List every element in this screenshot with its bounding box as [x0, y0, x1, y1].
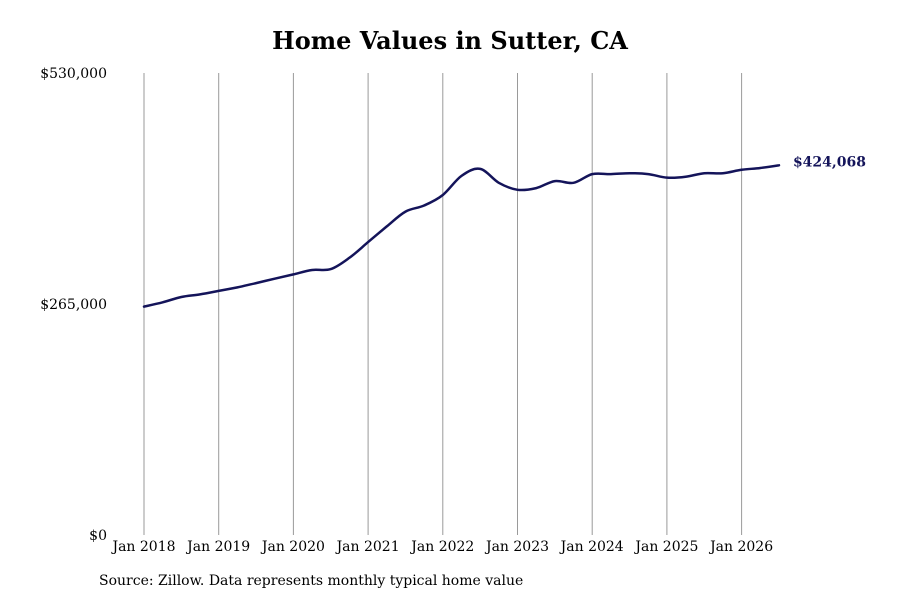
y-tick-label: $265,000: [40, 297, 107, 313]
end-value-label: $424,068: [793, 154, 866, 170]
x-tick-label: Jan 2025: [633, 539, 698, 555]
y-tick-label: $0: [89, 528, 107, 544]
series-layer: [142, 164, 781, 308]
x-tick-label: Jan 2026: [708, 539, 773, 555]
grid-lines: [143, 73, 743, 535]
x-tick-label: Jan 2021: [335, 539, 400, 555]
x-tick-label: Jan 2024: [559, 539, 624, 555]
x-tick-label: Jan 2018: [110, 539, 175, 555]
chart-source-note: Source: Zillow. Data represents monthly …: [99, 573, 524, 589]
x-tick-label: Jan 2022: [409, 539, 474, 555]
chart-title: Home Values in Sutter, CA: [272, 26, 628, 55]
x-tick-label: Jan 2023: [484, 539, 549, 555]
x-tick-label: Jan 2020: [260, 539, 325, 555]
series-line: [142, 164, 781, 308]
x-tick-label: Jan 2019: [185, 539, 250, 555]
axis-labels: Jan 2018 Jan 2019 Jan 2020 Jan 2021 Jan 2022…: [40, 66, 773, 555]
y-tick-label: $530,000: [40, 66, 107, 82]
